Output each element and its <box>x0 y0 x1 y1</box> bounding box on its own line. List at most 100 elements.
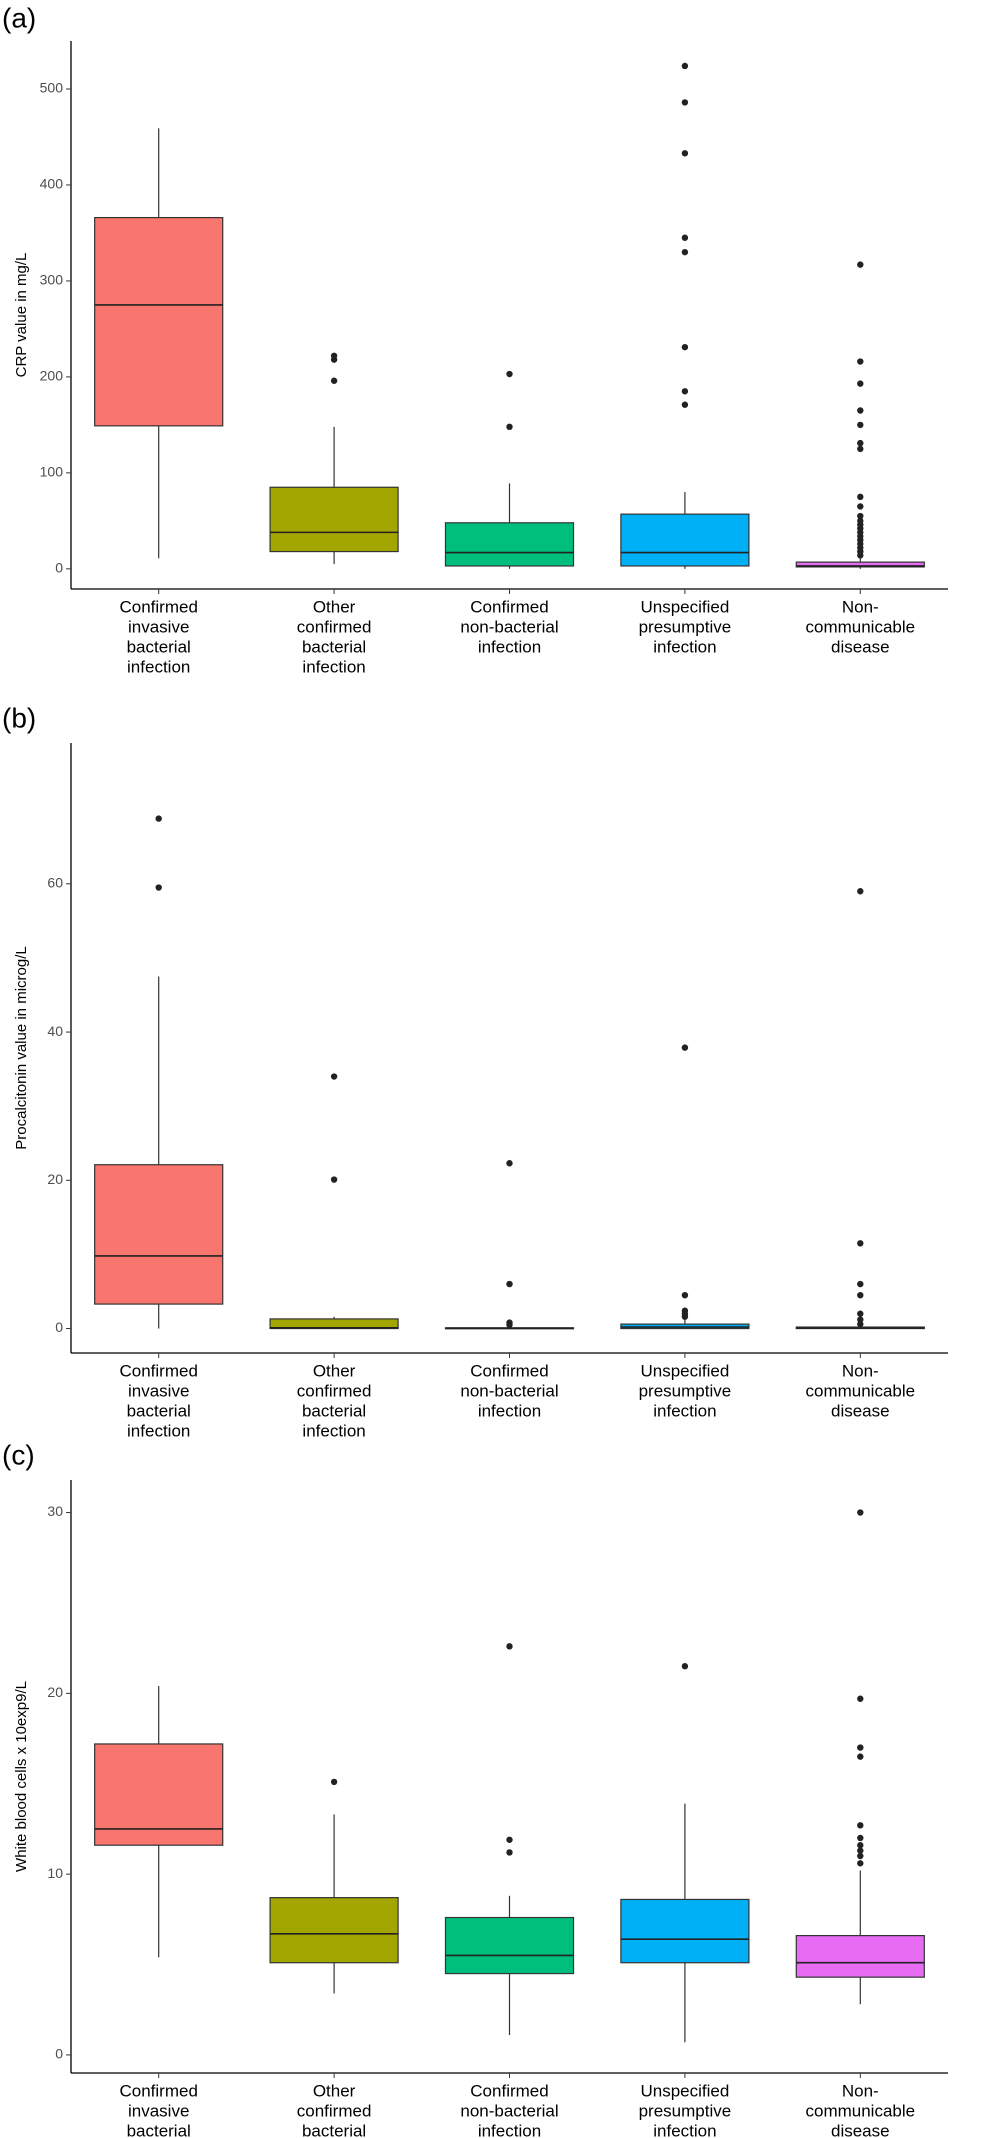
y-tick-label: 100 <box>40 464 64 480</box>
outlier <box>681 343 689 351</box>
y-tick-label: 30 <box>47 1503 63 1519</box>
outlier <box>857 1310 864 1317</box>
x-tick-label: confirmed <box>297 2101 372 2120</box>
outlier <box>681 62 689 70</box>
y-tick-label: 0 <box>55 2046 63 2062</box>
box <box>269 486 399 553</box>
outlier <box>857 1847 864 1854</box>
outlier <box>330 1778 338 1786</box>
y-axis-title: Procalcitonin value in microg/L <box>13 946 30 1149</box>
panel-label: (c) <box>2 1439 35 1470</box>
x-tick-label: communicable <box>805 1381 915 1400</box>
outlier <box>506 1160 513 1167</box>
outlier <box>857 421 864 429</box>
outlier <box>506 1643 513 1650</box>
outlier <box>857 358 864 365</box>
x-tick-label: Confirmed <box>470 597 548 616</box>
outlier <box>857 1509 864 1516</box>
outlier <box>681 150 689 157</box>
x-tick-label: communicable <box>805 2101 915 2120</box>
x-tick-label: bacterial <box>127 2121 191 2138</box>
y-tick-label: 20 <box>47 1171 63 1187</box>
x-tick-label: Confirmed <box>470 2081 548 2100</box>
outlier <box>330 1073 338 1080</box>
x-tick-label: invasive <box>128 617 189 636</box>
x-tick-label: non-bacterial <box>460 1381 558 1400</box>
outlier <box>857 1320 864 1328</box>
y-tick-label: 40 <box>47 1023 63 1039</box>
outlier <box>857 888 864 895</box>
outlier <box>330 352 338 359</box>
x-tick-label: presumptive <box>639 1381 732 1400</box>
outlier <box>506 423 513 431</box>
x-tick-label: infection <box>478 2121 541 2138</box>
x-tick-label: Other <box>313 2081 356 2100</box>
outlier <box>857 1291 864 1299</box>
outlier <box>681 234 689 241</box>
box <box>444 1916 575 1975</box>
y-tick-label: 60 <box>47 875 63 891</box>
x-tick-label: bacterial <box>302 637 366 656</box>
x-tick-label: disease <box>831 1401 890 1420</box>
y-axis-title: White blood cells x 10exp9/L <box>13 1681 30 1872</box>
x-tick-label: Confirmed <box>119 597 197 616</box>
outlier <box>155 884 162 891</box>
outlier <box>506 1280 513 1288</box>
x-tick-label: infection <box>653 1401 716 1420</box>
outlier <box>681 1307 689 1314</box>
outlier <box>681 99 689 106</box>
x-tick-label: Unspecified <box>640 1361 729 1380</box>
outlier <box>857 1280 864 1288</box>
outlier <box>681 248 689 256</box>
outlier <box>506 1319 513 1326</box>
outlier <box>857 1860 864 1867</box>
outlier <box>857 380 864 387</box>
x-tick-label: non-bacterial <box>460 2101 558 2120</box>
x-tick-label: disease <box>831 2121 890 2138</box>
x-tick-label: Confirmed <box>470 1361 548 1380</box>
x-tick-label: invasive <box>128 1381 189 1400</box>
outlier <box>506 1849 513 1856</box>
x-tick-label: Unspecified <box>640 2081 729 2100</box>
x-tick-label: Non- <box>842 1361 879 1380</box>
x-tick-label: infection <box>302 1421 365 1440</box>
outlier <box>681 401 689 408</box>
outlier <box>506 1836 513 1843</box>
y-tick-label: 500 <box>40 80 64 96</box>
x-tick-label: infection <box>127 657 190 676</box>
outlier <box>681 388 689 395</box>
outlier <box>857 503 864 510</box>
y-tick-label: 200 <box>40 368 64 384</box>
x-tick-label: non-bacterial <box>460 617 558 636</box>
box <box>94 1164 224 1305</box>
y-tick-label: 400 <box>40 176 64 192</box>
x-tick-label: Unspecified <box>640 597 729 616</box>
outlier <box>857 1852 864 1860</box>
box <box>620 1898 750 1964</box>
x-tick-label: disease <box>831 637 890 656</box>
y-tick-label: 10 <box>47 1865 63 1881</box>
y-axis-title: CRP value in mg/L <box>13 253 30 378</box>
outlier <box>857 1834 864 1842</box>
outlier <box>681 1291 689 1299</box>
x-tick-label: presumptive <box>639 2101 732 2120</box>
outlier <box>857 1316 864 1323</box>
x-tick-label: infection <box>127 1421 190 1440</box>
outlier <box>857 1822 864 1829</box>
outlier <box>857 1753 864 1760</box>
outlier <box>681 1663 689 1670</box>
outlier <box>155 815 162 822</box>
x-tick-label: Non- <box>842 597 879 616</box>
x-tick-label: infection <box>478 1401 541 1420</box>
x-tick-label: bacterial <box>302 2121 366 2138</box>
box <box>444 522 575 567</box>
outlier <box>857 439 864 447</box>
x-tick-label: invasive <box>128 2101 189 2120</box>
x-tick-label: infection <box>653 637 716 656</box>
x-tick-label: bacterial <box>127 637 191 656</box>
x-tick-label: communicable <box>805 617 915 636</box>
x-tick-label: presumptive <box>639 617 732 636</box>
x-tick-label: infection <box>653 2121 716 2138</box>
outlier <box>857 445 864 453</box>
